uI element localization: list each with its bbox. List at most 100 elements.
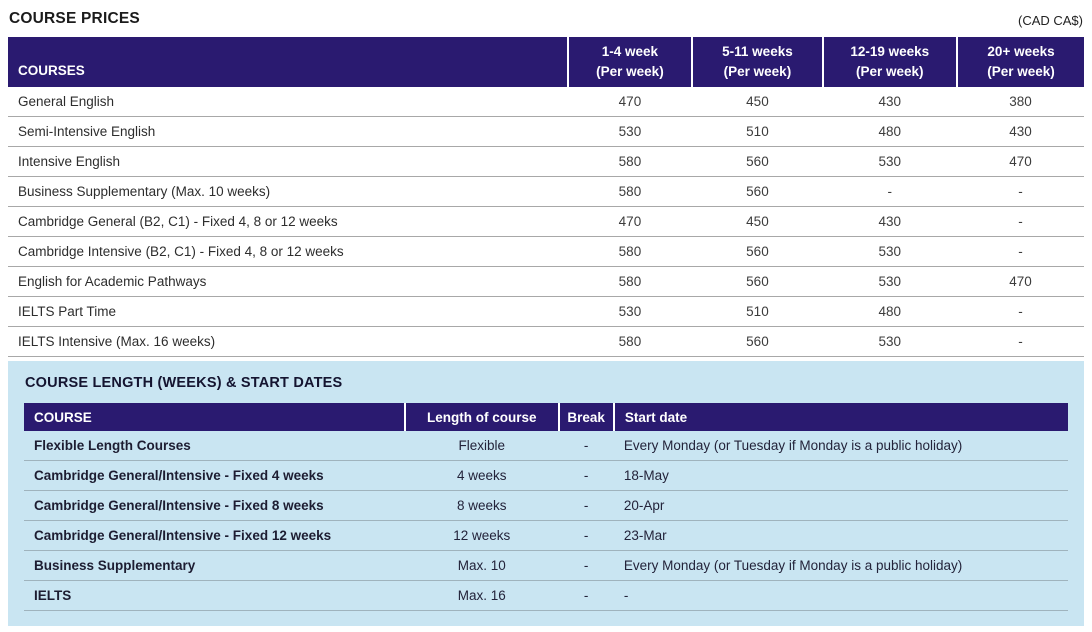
price-cell: 560 [692, 326, 823, 357]
course-name-cell: Cambridge Intensive (B2, C1) - Fixed 4, … [8, 236, 568, 267]
length-cell: Max. 16 [405, 580, 559, 611]
schedule-row: Cambridge General/Intensive - Fixed 8 we… [24, 490, 1068, 521]
price-row: IELTS Part Time 530 510 480 - [8, 296, 1084, 327]
course-column-header: COURSE [24, 403, 406, 431]
length-cell: 12 weeks [405, 520, 559, 551]
price-row: Semi-Intensive English 530 510 480 430 [8, 116, 1084, 147]
price-row: English for Academic Pathways 580 560 53… [8, 266, 1084, 297]
week-range: 12-19 weeks [850, 44, 930, 60]
schedule-row: Cambridge General/Intensive - Fixed 4 we… [24, 460, 1068, 491]
courses-column-header: COURSES [8, 37, 568, 87]
price-cell: 430 [822, 206, 958, 237]
course-name-cell: Cambridge General/Intensive - Fixed 12 w… [24, 520, 406, 551]
course-name-cell: Business Supplementary (Max. 10 weeks) [8, 176, 568, 207]
title-bar: COURSE PRICES (CAD CA$) [8, 8, 1084, 37]
price-cell: 530 [822, 266, 958, 297]
price-row: IELTS Intensive (Max. 16 weeks) 580 560 … [8, 326, 1084, 357]
price-cell: 560 [692, 266, 823, 297]
break-column-header: Break [557, 403, 614, 431]
price-cell: 530 [567, 296, 693, 327]
start-date-cell: Every Monday (or Tuesday if Monday is a … [613, 431, 1068, 461]
length-cell: Flexible [405, 431, 559, 461]
length-cell: Max. 10 [405, 550, 559, 581]
price-cell: 470 [957, 266, 1084, 297]
break-cell: - [558, 520, 614, 551]
price-cell: 430 [822, 87, 958, 117]
course-name-cell: Business Supplementary [24, 550, 406, 581]
price-cell: - [957, 296, 1084, 327]
price-cell: 480 [822, 116, 958, 147]
price-cell: 560 [692, 146, 823, 177]
price-row: General English 470 450 430 380 [8, 87, 1084, 117]
column-header-5-11-weeks: 5-11 weeks (Per week) [691, 37, 823, 87]
length-column-header: Length of course [404, 403, 559, 431]
course-name-cell: General English [8, 87, 568, 117]
price-cell: 380 [957, 87, 1084, 117]
price-cell: 580 [567, 326, 693, 357]
length-cell: 8 weeks [405, 490, 559, 521]
price-cell: 470 [567, 87, 693, 117]
start-date-column-header: Start date [612, 403, 1068, 431]
price-cell: - [957, 326, 1084, 357]
course-name-cell: Cambridge General/Intensive - Fixed 8 we… [24, 490, 406, 521]
prices-table-header: COURSES 1-4 week (Per week) 5-11 weeks (… [8, 37, 1084, 87]
start-date-cell: 18-May [613, 460, 1068, 491]
price-cell: 580 [567, 266, 693, 297]
start-date-cell: Every Monday (or Tuesday if Monday is a … [613, 550, 1068, 581]
price-cell: 580 [567, 236, 693, 267]
course-name-cell: IELTS Intensive (Max. 16 weeks) [8, 326, 568, 357]
course-length-panel: COURSE LENGTH (WEEKS) & START DATES COUR… [8, 361, 1084, 626]
course-name-cell: Intensive English [8, 146, 568, 177]
break-cell: - [558, 490, 614, 521]
schedule-table-header: COURSE Length of course Break Start date [24, 403, 1068, 431]
price-cell: 530 [567, 116, 693, 147]
start-date-cell: - [613, 580, 1068, 611]
course-name-cell: Cambridge General (B2, C1) - Fixed 4, 8 … [8, 206, 568, 237]
length-cell: 4 weeks [405, 460, 559, 491]
price-row: Intensive English 580 560 530 470 [8, 146, 1084, 177]
week-range: 5-11 weeks [722, 44, 793, 60]
break-cell: - [558, 580, 614, 611]
per-week-label: (Per week) [856, 64, 924, 79]
price-cell: - [957, 206, 1084, 237]
per-week-label: (Per week) [987, 64, 1055, 79]
price-cell: 510 [692, 296, 823, 327]
page-title: COURSE PRICES [9, 10, 140, 27]
price-cell: 510 [692, 116, 823, 147]
break-cell: - [558, 460, 614, 491]
course-name-cell: Flexible Length Courses [24, 431, 406, 461]
break-cell: - [558, 431, 614, 461]
price-cell: 560 [692, 176, 823, 207]
schedule-row: Business Supplementary Max. 10 - Every M… [24, 550, 1068, 581]
price-cell: - [957, 236, 1084, 267]
price-cell: 450 [692, 87, 823, 117]
price-cell: 480 [822, 296, 958, 327]
price-row: Cambridge General (B2, C1) - Fixed 4, 8 … [8, 206, 1084, 237]
price-row: Cambridge Intensive (B2, C1) - Fixed 4, … [8, 236, 1084, 267]
per-week-label: (Per week) [596, 64, 664, 79]
price-cell: - [822, 176, 958, 207]
price-cell: 430 [957, 116, 1084, 147]
break-cell: - [558, 550, 614, 581]
price-row: Business Supplementary (Max. 10 weeks) 5… [8, 176, 1084, 207]
column-header-12-19-weeks: 12-19 weeks (Per week) [821, 37, 958, 87]
currency-note: (CAD CA$) [1017, 13, 1083, 28]
price-cell: 580 [567, 176, 693, 207]
schedule-row: Cambridge General/Intensive - Fixed 12 w… [24, 520, 1068, 551]
column-header-1-4-week: 1-4 week (Per week) [566, 37, 693, 87]
price-cell: 530 [822, 236, 958, 267]
price-cell: 530 [822, 146, 958, 177]
schedule-row: Flexible Length Courses Flexible - Every… [24, 431, 1068, 461]
column-header-20-plus-weeks: 20+ weeks (Per week) [956, 37, 1084, 87]
start-date-cell: 23-Mar [613, 520, 1068, 551]
price-cell: 580 [567, 146, 693, 177]
price-cell: 560 [692, 236, 823, 267]
course-name-cell: IELTS [24, 580, 406, 611]
course-name-cell: Semi-Intensive English [8, 116, 568, 147]
price-cell: 470 [567, 206, 693, 237]
price-cell: 530 [822, 326, 958, 357]
week-range: 1-4 week [601, 44, 659, 60]
course-name-cell: English for Academic Pathways [8, 266, 568, 297]
price-cell: 470 [957, 146, 1084, 177]
